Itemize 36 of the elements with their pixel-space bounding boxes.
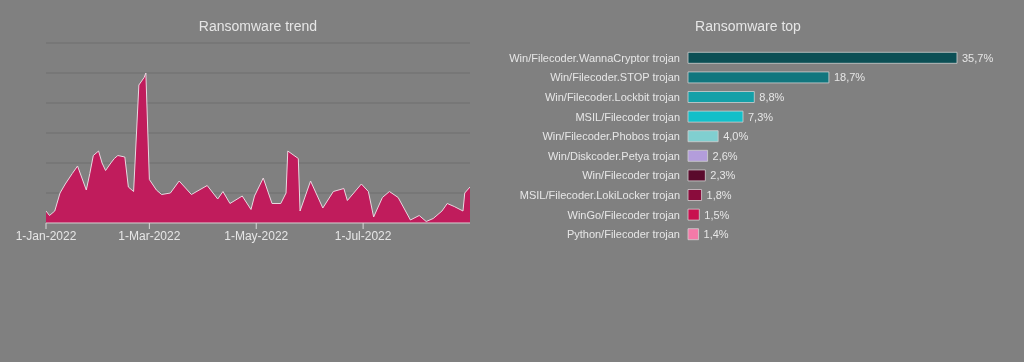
data-label: 18,7% xyxy=(833,71,866,84)
y-tick-label: Python/Filecoder trojan xyxy=(566,228,680,241)
data-label: 1,4% xyxy=(703,228,729,241)
bar xyxy=(687,110,744,123)
bar xyxy=(687,208,700,221)
data-label: 8,8% xyxy=(759,90,785,103)
bar xyxy=(687,228,699,241)
bar xyxy=(687,91,755,103)
y-tick-label: MSIL/Filecoder.LokiLocker trojan xyxy=(519,188,680,201)
bar xyxy=(687,130,719,143)
y-tick-label: Win/Filecoder.Lockbit trojan xyxy=(544,90,680,103)
y-tick-label: Win/Filecoder trojan xyxy=(582,169,680,182)
chart-title: Ransomware trend xyxy=(197,18,319,34)
bar xyxy=(687,51,958,64)
bar xyxy=(687,71,830,84)
data-label: 7,3% xyxy=(748,110,774,123)
y-tick-label: Win/Filecoder.Phobos trojan xyxy=(542,130,680,143)
x-tick-label: 1-May-2022 xyxy=(224,228,289,243)
data-label: 2,6% xyxy=(712,149,738,162)
x-tick-label: 1-Mar-2022 xyxy=(118,228,181,243)
x-tick-label: 1-Jan-2022 xyxy=(15,228,77,243)
data-label: 1,8% xyxy=(706,188,732,201)
y-tick-label: Win/Filecoder.STOP trojan xyxy=(550,71,680,84)
y-tick-label: Win/Diskcoder.Petya trojan xyxy=(547,149,680,162)
bar xyxy=(687,169,706,182)
bar xyxy=(687,149,708,162)
x-tick-label: 1-Jul-2022 xyxy=(334,228,392,243)
data-label: 4,0% xyxy=(723,130,749,143)
y-tick-label: MSIL/Filecoder trojan xyxy=(575,110,680,123)
chart-title: Ransomware top xyxy=(694,18,802,34)
bar xyxy=(687,189,702,201)
y-tick-label: Win/Filecoder.WannaCryptor trojan xyxy=(509,51,680,64)
data-label: 1,5% xyxy=(704,208,730,221)
data-label: 35,7% xyxy=(962,51,994,64)
data-label: 2,3% xyxy=(710,169,736,182)
y-tick-label: WinGo/Filecoder trojan xyxy=(567,208,680,221)
